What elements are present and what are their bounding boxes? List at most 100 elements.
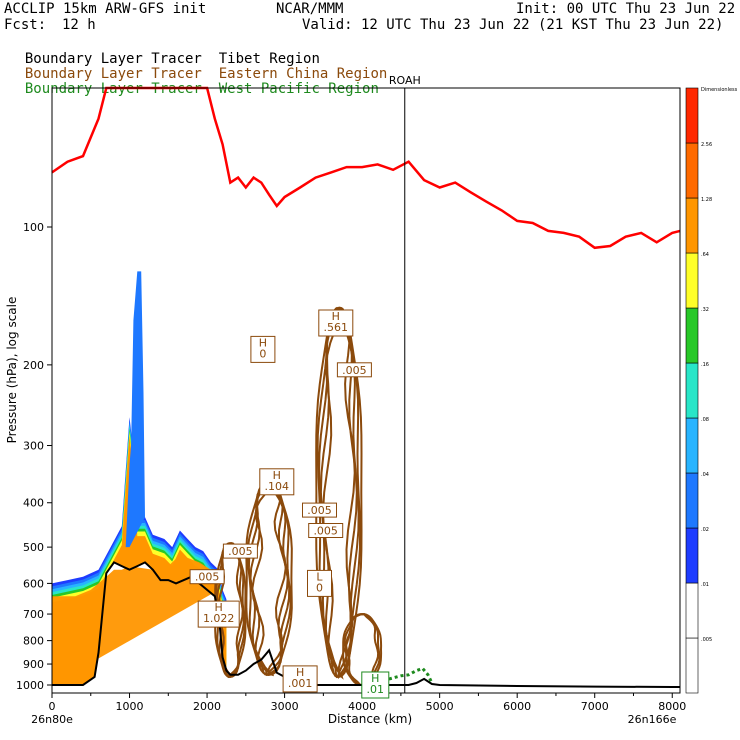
colorbar-segment <box>685 582 699 639</box>
colorbar-label: .16 <box>701 362 709 368</box>
model-title: ACCLIP 15km ARW-GFS init <box>4 1 207 17</box>
contour-label: H1.022 <box>197 600 240 628</box>
tracer-prefix: Boundary Layer Tracer <box>24 66 202 82</box>
y-tick-label: 400 <box>23 497 44 510</box>
contour-label-box <box>259 468 295 496</box>
contour-label: H.561 <box>318 309 354 337</box>
tracer-shading <box>52 271 227 685</box>
colorbar-segment <box>685 527 699 584</box>
tracer-contours <box>214 306 434 687</box>
colorbar-segment <box>685 87 699 144</box>
tropopause-line <box>51 86 681 250</box>
contour-label-box <box>302 502 337 518</box>
colorbar-label: .04 <box>701 472 709 478</box>
colorbar-segment <box>685 252 699 309</box>
contour-label-text: H <box>332 310 340 323</box>
x-tick-label: 3000 <box>271 700 299 713</box>
contour-label-text: H <box>215 601 223 614</box>
contour-label: .005 <box>336 362 372 378</box>
y-tick-label: 200 <box>23 359 44 372</box>
pacific-tracer-contour <box>377 666 434 685</box>
org-label: NCAR/MMM <box>276 1 344 17</box>
contour-label-box <box>318 309 354 337</box>
x-tick-label: 0 <box>49 700 56 713</box>
tracer-region: West Pacific Region <box>218 81 379 97</box>
x-tick-label: 5000 <box>426 700 454 713</box>
colorbar-label: .08 <box>701 417 709 423</box>
tracer-prefix: Boundary Layer Tracer <box>24 51 202 67</box>
contour-label-text: .01 <box>367 683 385 696</box>
contour-label-text: H <box>273 469 281 482</box>
y-tick-label: 500 <box>23 541 44 554</box>
contour-label-text: .005 <box>342 364 367 377</box>
contour-label-text: 1.022 <box>203 612 235 625</box>
colorbar-segment <box>685 362 699 419</box>
colorbar-label: .01 <box>701 582 709 588</box>
contour-label-text: .561 <box>324 321 349 334</box>
contour-label-box <box>222 543 258 559</box>
contour-label-text: H <box>371 672 379 685</box>
contour-label: H0 <box>250 335 276 363</box>
colorbar-label: 2.56 <box>701 142 712 148</box>
x-tick-label: 7000 <box>581 700 609 713</box>
contour-label-text: .001 <box>288 677 313 690</box>
contour-label: .005 <box>308 523 344 538</box>
colorbar-label: .005 <box>701 637 712 643</box>
y-tick-label: 900 <box>23 658 44 671</box>
x-tick-label: 6000 <box>503 700 531 713</box>
contour-label-text: H <box>259 336 267 349</box>
forecast-label: Fcst: <box>4 17 47 33</box>
terrain-line <box>52 561 680 688</box>
colorbar-segment <box>685 197 699 254</box>
x-tick-label: 1000 <box>116 700 144 713</box>
forecast-hours: 12 h <box>62 17 96 33</box>
x-tick-label: 8000 <box>658 700 686 713</box>
colorbar-segment <box>685 307 699 364</box>
x-start-label: 26n80e <box>31 713 73 726</box>
y-tick-label: 300 <box>23 440 44 453</box>
contour-label-box <box>197 600 240 628</box>
tracer-region: Tibet Region <box>218 51 320 67</box>
colorbar: .005 .01 .02 .04 .08 .16 .32 .64 1.28 2.56 Dimensi… <box>685 87 738 694</box>
contour-label-box <box>250 335 276 363</box>
y-tick-label: 700 <box>23 608 44 621</box>
contour-label-box <box>336 362 372 378</box>
colorbar-segment <box>685 142 699 199</box>
contour-label: .005 <box>222 543 258 559</box>
contour-label-text: .104 <box>265 480 290 493</box>
valid-time: Valid: 12 UTC Thu 23 Jun 22 (21 KST Thu … <box>302 17 724 33</box>
contour-label-text: L <box>316 570 323 583</box>
x-tick-label: 4000 <box>348 700 376 713</box>
y-axis-title: Pressure (hPa), log scale <box>5 297 19 444</box>
colorbar-label: .32 <box>701 307 709 313</box>
x-end-label: 26n166e <box>628 713 677 726</box>
vertical-marker-label: ROAH <box>389 74 421 87</box>
contour-label: H.01 <box>361 671 390 699</box>
contour-label-text: .005 <box>307 504 332 517</box>
colorbar-label: .64 <box>701 252 709 258</box>
contour-label-text: 0 <box>316 581 323 594</box>
init-time: Init: 00 UTC Thu 23 Jun 22 <box>516 1 736 17</box>
contour-label-box <box>189 569 225 585</box>
contour-label-box <box>307 569 332 597</box>
axes: 0 1000 2000 3000 4000 5000 6000 7000 80001002003… <box>16 221 686 713</box>
contour-label-box <box>308 523 344 538</box>
contour-label-text: H <box>296 666 304 679</box>
colorbar-segment <box>685 472 699 529</box>
colorbar-segment <box>685 417 699 474</box>
contour-label: .005 <box>189 569 225 585</box>
y-tick-label: 100 <box>23 221 44 234</box>
x-tick-label: 2000 <box>193 700 221 713</box>
tracer-region: Eastern China Region <box>218 66 388 82</box>
tracer-plume-spire <box>125 271 145 548</box>
colorbar-label: .02 <box>701 527 709 533</box>
y-tick-label: 600 <box>23 577 44 590</box>
y-tick-label: 800 <box>23 635 44 648</box>
contour-label: H.001 <box>282 665 318 693</box>
contour-label-text: .005 <box>195 571 220 584</box>
tracer-legend-tibet: Boundary Layer Tracer Tibet Region <box>8 35 320 67</box>
colorbar-label: 1.28 <box>701 197 712 203</box>
contour-label: L0 <box>307 569 332 597</box>
